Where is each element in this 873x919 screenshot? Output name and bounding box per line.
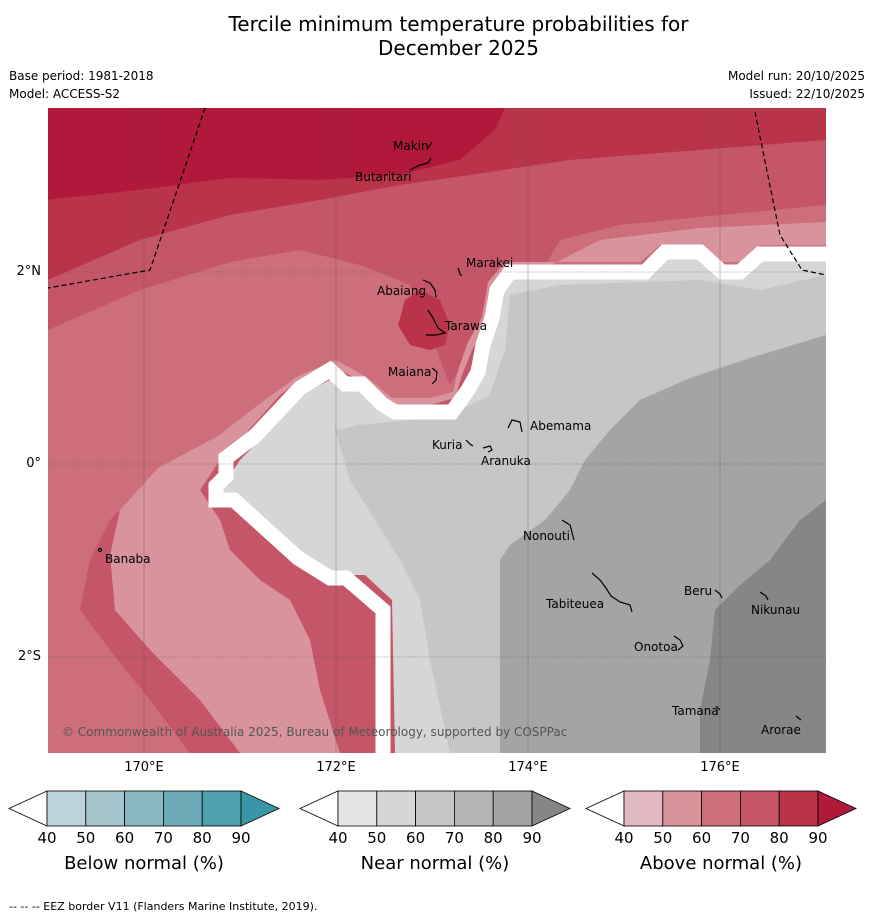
lon-label-176e: 176°E xyxy=(700,760,740,775)
colorbar-segment xyxy=(376,790,416,827)
colorbar-tick-label: 60 xyxy=(115,829,135,847)
title-line-1: Tercile minimum temperature probabilitie… xyxy=(228,12,689,36)
colorbar-extend-high xyxy=(240,790,280,827)
place-nikunau: Nikunau xyxy=(751,603,801,617)
colorbar-segment xyxy=(162,790,203,827)
category-boundary xyxy=(208,244,826,753)
copyright-notice: © Commonwealth of Australia 2025, Bureau… xyxy=(62,725,568,739)
colorbar-tick-label: 40 xyxy=(37,829,57,847)
place-marakei: Marakei xyxy=(466,256,514,270)
colorbar-extend-high xyxy=(817,790,857,827)
title-line-2: December 2025 xyxy=(378,36,539,60)
colorbar-tick-label: 60 xyxy=(406,829,426,847)
colorbar-tick-label: 50 xyxy=(367,829,387,847)
colorbar-extend-low xyxy=(585,790,625,827)
probability-field xyxy=(48,108,826,753)
colorbar-segment xyxy=(337,790,378,827)
place-arorae: Arorae xyxy=(761,723,801,737)
lat-label-2n: 2°N xyxy=(16,264,42,279)
above-50-60-band xyxy=(48,205,826,753)
colorbar-near-normal xyxy=(299,790,571,827)
colorbar-above-normal xyxy=(585,790,857,827)
grid-lines xyxy=(48,108,826,753)
colorbar-segment xyxy=(46,790,87,827)
colorbar-tick-label: 40 xyxy=(614,829,634,847)
colorbar-extend-low xyxy=(8,790,48,827)
meta-left: Base period: 1981-2018 Model: ACCESS-S2 xyxy=(9,67,154,103)
colorbar-extend-low xyxy=(299,790,339,827)
meta-right: Model run: 20/10/2025 Issued: 22/10/2025 xyxy=(728,67,865,103)
place-tarawa: Tarawa xyxy=(445,319,488,333)
place-beru: Beru xyxy=(684,584,713,598)
lon-label-172e: 172°E xyxy=(316,760,356,775)
place-nonouti: Nonouti xyxy=(523,529,570,543)
chart-title: Tercile minimum temperature probabilitie… xyxy=(0,12,873,60)
lon-label-174e: 174°E xyxy=(508,760,548,775)
colorbar-segment xyxy=(740,790,780,827)
place-abaiang: Abaiang xyxy=(377,284,427,298)
place-butaritari: Butaritari xyxy=(355,170,412,184)
issued-date: Issued: 22/10/2025 xyxy=(749,87,865,101)
colorbar-tick-label: 70 xyxy=(444,829,464,847)
colorbar-tick-label: 50 xyxy=(76,829,96,847)
above-90-band xyxy=(48,108,505,200)
colorbar-tick-label: 40 xyxy=(328,829,348,847)
lat-label-0: 0° xyxy=(26,456,41,471)
eez-footnote: -- -- -- EEZ border V11 (Flanders Marine… xyxy=(9,900,318,913)
colorbar-extend-high xyxy=(531,790,571,827)
near-80-90-band xyxy=(700,500,826,753)
eez-border xyxy=(47,107,827,289)
colorbar-segment xyxy=(701,790,741,827)
base-period: Base period: 1981-2018 xyxy=(9,69,154,83)
above-80-90-band xyxy=(48,108,826,280)
colorbar-title: Above normal (%) xyxy=(639,853,803,874)
place-tamana: Tamana xyxy=(672,704,719,718)
place-maiana: Maiana xyxy=(388,365,432,379)
model-run: Model run: 20/10/2025 xyxy=(727,69,865,83)
islands xyxy=(97,141,802,721)
lat-label-2s: 2°S xyxy=(17,649,41,664)
colorbar-tick-label: 90 xyxy=(522,829,542,847)
place-tabiteuea: Tabiteuea xyxy=(546,597,605,611)
place-kuria: Kuria xyxy=(432,438,463,452)
place-banaba: Banaba xyxy=(105,552,151,566)
colorbar-segment xyxy=(85,790,126,827)
colorbar-tick-label: 60 xyxy=(692,829,712,847)
colorbar-below-normal xyxy=(8,790,280,827)
place-aranuka: Aranuka xyxy=(481,454,531,468)
lon-label-170e: 170°E xyxy=(124,760,164,775)
colorbar-title: Near normal (%) xyxy=(360,853,510,874)
above-40-50-band xyxy=(110,222,826,753)
colorbar-segment xyxy=(623,790,664,827)
colorbar-tick-label: 90 xyxy=(231,829,251,847)
colorbar-segment xyxy=(415,790,455,827)
colorbar-title: Below normal (%) xyxy=(64,853,224,874)
colorbar-segment xyxy=(778,790,819,827)
above-60-70-wedge xyxy=(48,140,826,330)
colorbar-tick-label: 70 xyxy=(730,829,750,847)
place-onotoa: Onotoa xyxy=(634,640,678,654)
colorbar-tick-label: 80 xyxy=(483,829,503,847)
colorbar-tick-label: 80 xyxy=(192,829,212,847)
colorbar-tick-label: 50 xyxy=(653,829,673,847)
model-name: Model: ACCESS-S2 xyxy=(9,87,121,101)
colorbar-segment xyxy=(492,790,533,827)
colorbar-segment xyxy=(662,790,702,827)
place-abemama: Abemama xyxy=(530,419,592,433)
colorbar-tick-label: 80 xyxy=(769,829,789,847)
colorbar-segment xyxy=(201,790,242,827)
colorbar-tick-label: 90 xyxy=(808,829,828,847)
colorbar-tick-label: 70 xyxy=(153,829,173,847)
place-makin: Makin xyxy=(393,139,429,153)
colorbar-segment xyxy=(124,790,164,827)
colorbar-segment xyxy=(453,790,494,827)
